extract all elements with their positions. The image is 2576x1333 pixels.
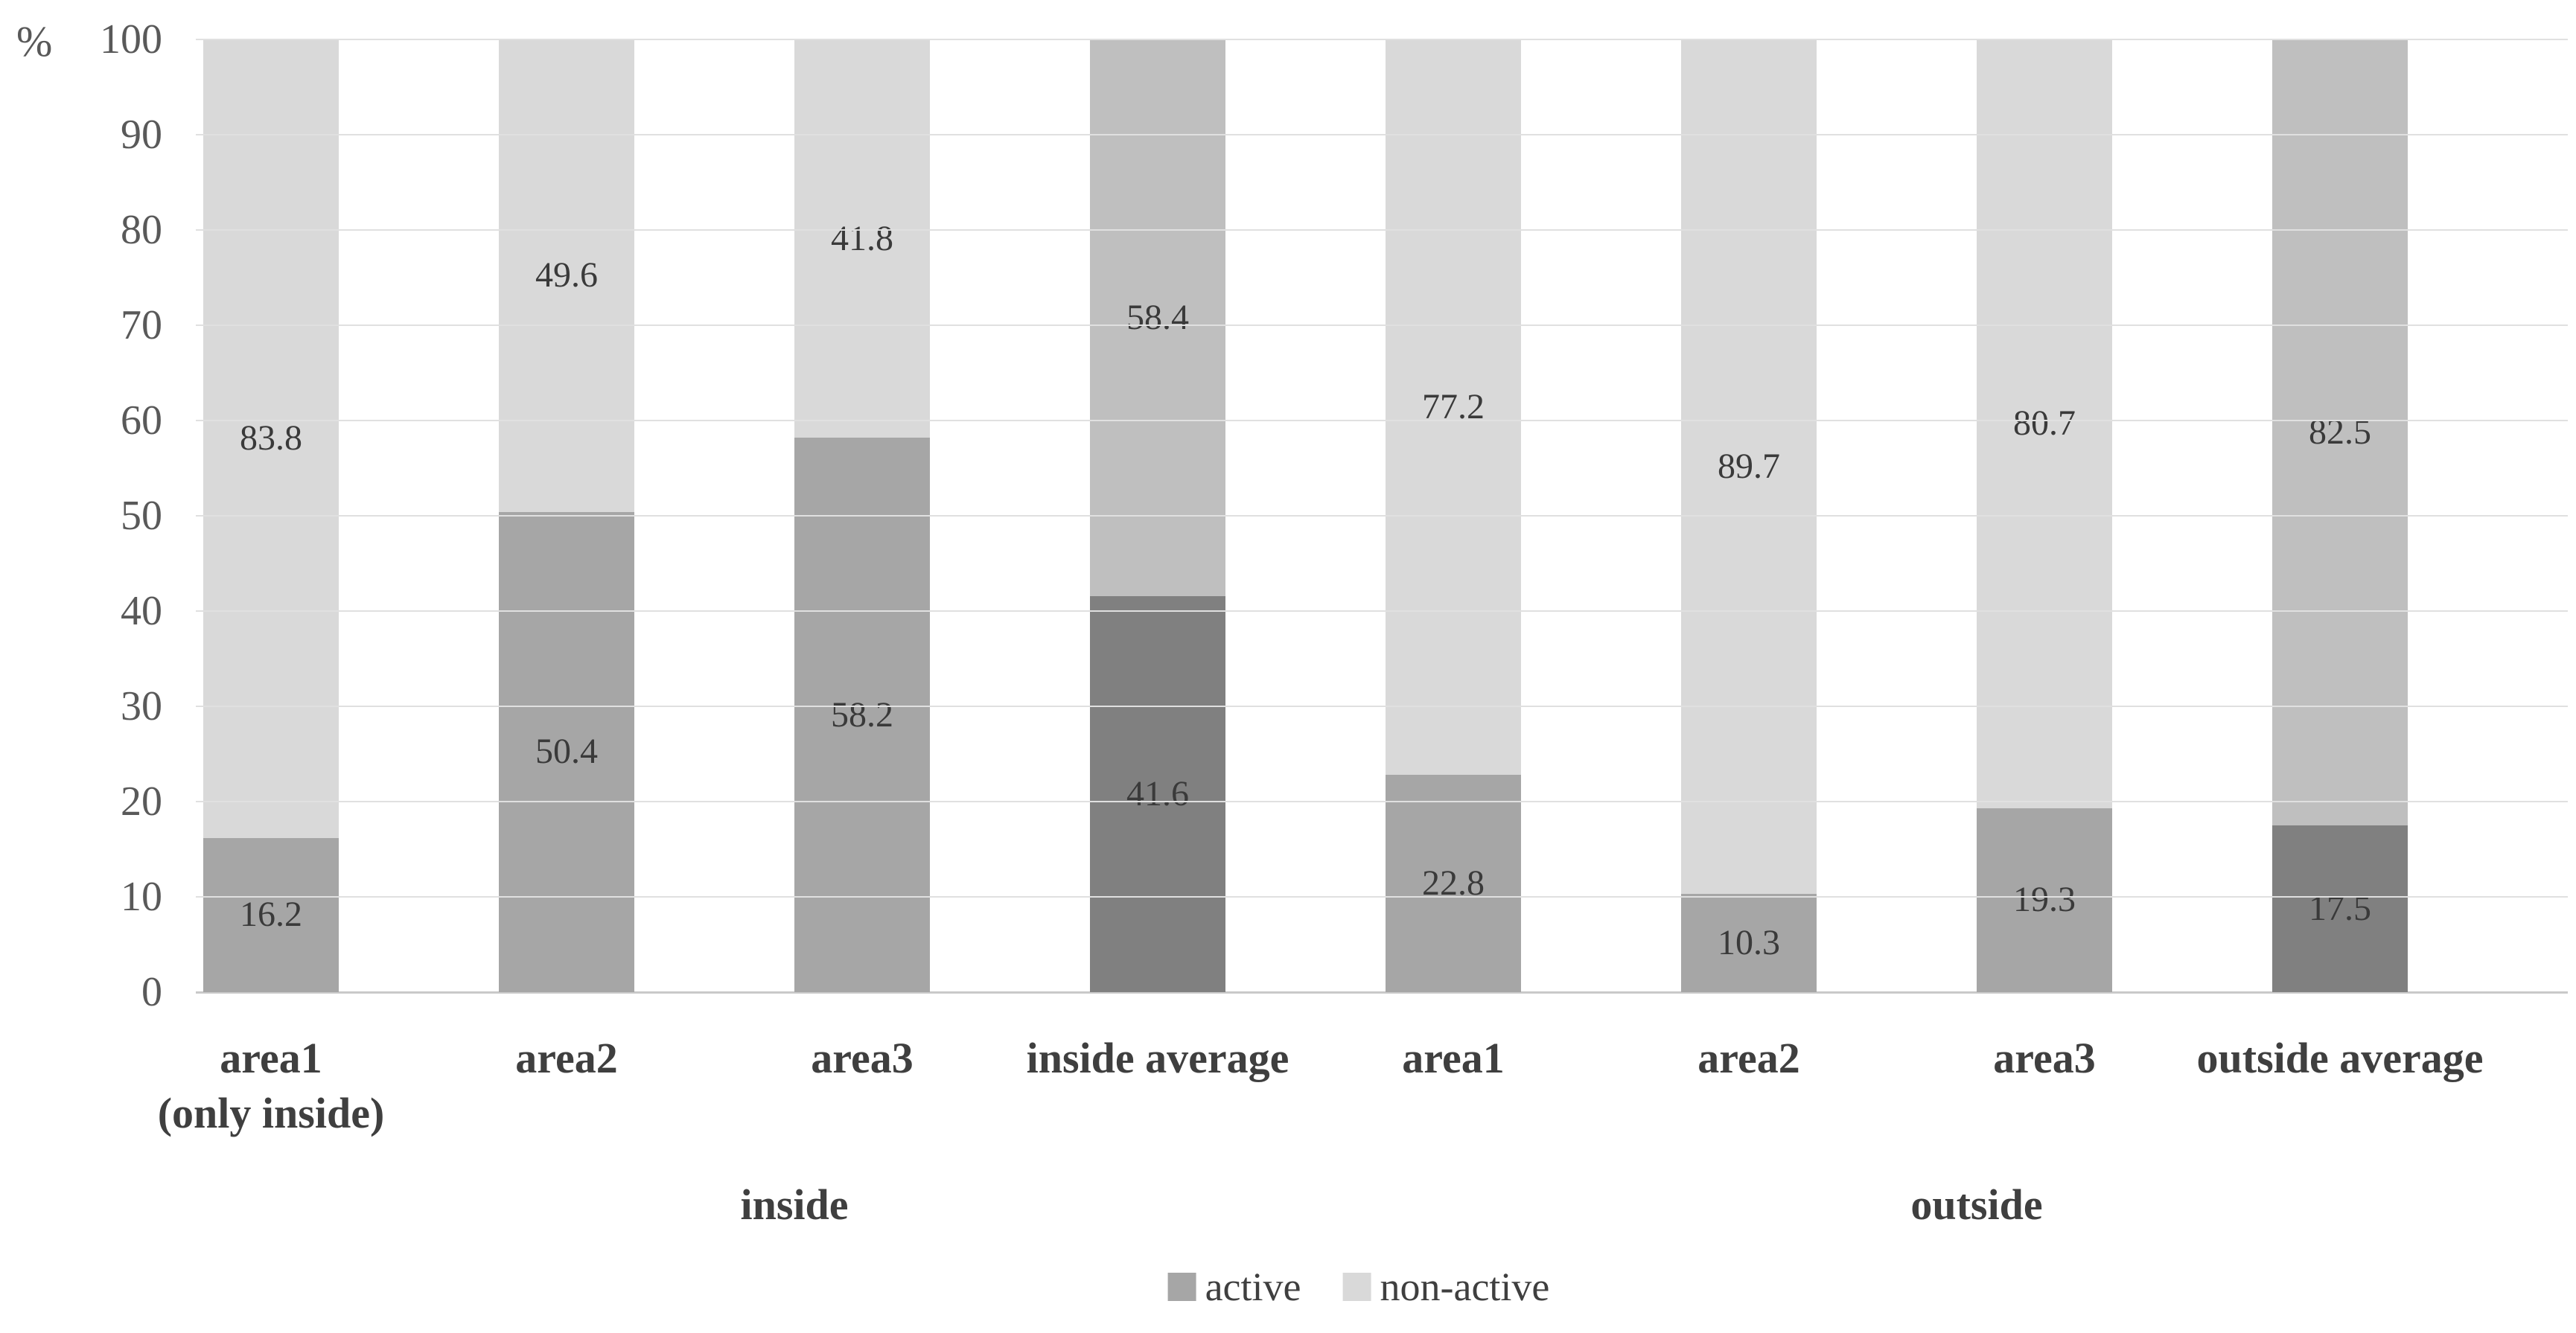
bar-segment-non-active <box>1090 39 1225 596</box>
gridline <box>196 610 2568 612</box>
bar-slot: 17.5 82.5 <box>2272 39 2568 992</box>
category-label: inside average <box>1026 1034 1289 1082</box>
data-label-active: 10.3 <box>1718 923 1780 963</box>
y-axis-unit-label: % <box>16 17 53 65</box>
y-tick-label: 40 <box>121 588 162 634</box>
bar-slot: 10.3 89.7 <box>1681 39 1977 992</box>
stacked-bar: 17.5 82.5 <box>2272 39 2408 992</box>
bar-segment-non-active <box>1977 39 2112 808</box>
category-label: area2 <box>515 1034 618 1082</box>
bar-segment-active <box>1386 775 1521 992</box>
stacked-bar: 22.8 77.2 <box>1386 39 1521 992</box>
group-label-outside: outside <box>1910 1180 2043 1229</box>
gridline <box>196 801 2568 802</box>
legend-label-non-active: non-active <box>1380 1265 1550 1309</box>
gridline <box>196 325 2568 326</box>
gridline <box>196 515 2568 517</box>
stacked-bar: 10.3 89.7 <box>1681 39 1817 992</box>
bar-segment-non-active <box>1681 39 1817 895</box>
legend-item-non-active: non-active <box>1342 1265 1550 1309</box>
legend-label-active: active <box>1205 1265 1301 1309</box>
stacked-bar: 58.2 41.8 <box>794 39 930 992</box>
data-label-active: 50.4 <box>535 732 598 772</box>
bar-segment-active <box>1977 808 2112 992</box>
data-label-non-active: 89.7 <box>1718 447 1780 487</box>
bar-segment-active <box>1681 894 1817 992</box>
legend-swatch-active <box>1167 1273 1196 1301</box>
bar-slot: 19.3 80.7 <box>1977 39 2272 992</box>
bar-segment-non-active <box>499 39 634 512</box>
bar-slot: 22.8 77.2 <box>1386 39 1681 992</box>
bar-segment-active <box>1090 595 1225 992</box>
y-tick-label: 100 <box>100 16 162 63</box>
stacked-bar: 16.2 83.8 <box>203 39 339 992</box>
bar-slot: 41.6 58.4 <box>1090 39 1386 992</box>
gridline <box>196 706 2568 707</box>
gridline <box>196 896 2568 898</box>
data-label-non-active: 83.8 <box>240 418 302 458</box>
data-label-active: 16.2 <box>240 895 302 935</box>
category-label: outside average <box>2196 1034 2484 1082</box>
bar-segment-non-active <box>203 39 339 838</box>
y-tick-label: 0 <box>141 969 162 1015</box>
legend-swatch-non-active <box>1342 1273 1371 1301</box>
stacked-bar: 41.6 58.4 <box>1090 39 1225 992</box>
bar-segment-active <box>794 438 930 992</box>
category-label: area2 <box>1697 1034 1800 1082</box>
x-axis-line <box>196 991 2568 994</box>
bar-slot: 58.2 41.8 <box>794 39 1090 992</box>
data-label-active: 19.3 <box>2013 880 2076 920</box>
gridline <box>196 39 2568 40</box>
category-label: area3 <box>1993 1034 2096 1082</box>
bar-segment-active <box>2272 825 2408 992</box>
legend-item-active: active <box>1167 1265 1301 1309</box>
category-label: area3 <box>811 1034 914 1082</box>
data-label-non-active: 58.4 <box>1126 297 1189 337</box>
bar-segment-active <box>203 837 339 992</box>
data-label-non-active: 49.6 <box>535 255 598 295</box>
data-label-active: 22.8 <box>1422 863 1485 904</box>
bar-segment-active <box>499 511 634 992</box>
data-label-non-active: 77.2 <box>1422 387 1485 427</box>
bars-container: 16.2 83.8 50.4 49.6 58.2 41.8 41.6 58.4 22.8 77.2… <box>203 39 2568 992</box>
y-tick-label: 60 <box>121 397 162 444</box>
category-label: area1 (only inside) <box>157 1034 385 1137</box>
group-label-inside: inside <box>740 1180 849 1229</box>
data-label-non-active: 41.8 <box>831 218 893 258</box>
gridline <box>196 134 2568 135</box>
data-label-active: 41.6 <box>1126 773 1189 813</box>
y-tick-label: 50 <box>121 493 162 539</box>
bar-segment-non-active <box>1386 39 1521 776</box>
y-tick-label: 30 <box>121 683 162 729</box>
bar-segment-non-active <box>794 39 930 438</box>
category-label: area1 <box>1402 1034 1505 1082</box>
y-tick-label: 80 <box>121 207 162 253</box>
data-label-non-active: 80.7 <box>2013 403 2076 444</box>
stacked-bar: 19.3 80.7 <box>1977 39 2112 992</box>
gridline <box>196 229 2568 231</box>
data-label-active: 58.2 <box>831 694 893 735</box>
stacked-bar: 50.4 49.6 <box>499 39 634 992</box>
y-tick-label: 70 <box>121 302 162 348</box>
legend: active non-active <box>1167 1265 1550 1309</box>
bar-slot: 50.4 49.6 <box>499 39 794 992</box>
gridline <box>196 420 2568 421</box>
y-tick-label: 90 <box>121 112 162 158</box>
y-tick-label: 10 <box>121 874 162 920</box>
plot-area: 16.2 83.8 50.4 49.6 58.2 41.8 41.6 58.4 22.8 77.2… <box>196 39 2568 994</box>
y-tick-label: 20 <box>121 779 162 825</box>
y-axis: 0 10 20 30 40 50 60 70 80 90 100 <box>0 19 162 1013</box>
bar-slot: 16.2 83.8 <box>203 39 499 992</box>
bar-segment-non-active <box>2272 39 2408 825</box>
